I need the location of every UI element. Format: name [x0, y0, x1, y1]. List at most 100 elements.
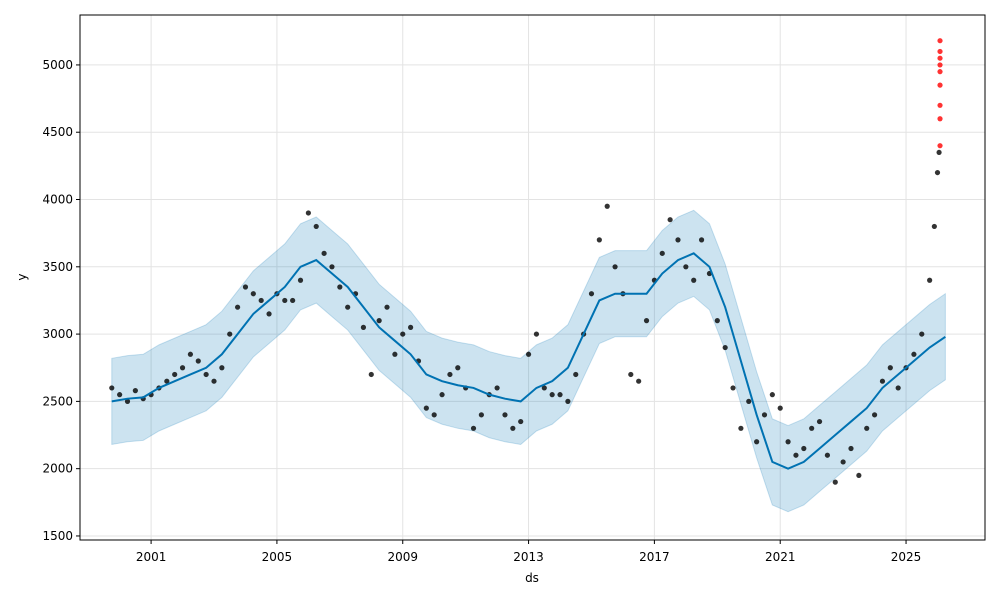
data-point [494, 385, 500, 391]
data-point [761, 412, 768, 418]
data-point [172, 371, 178, 378]
data-point [714, 318, 720, 324]
data-point [124, 398, 131, 404]
data-point [937, 62, 943, 68]
data-point [612, 264, 618, 270]
data-point [250, 291, 256, 297]
x-tick-label: 2017 [639, 550, 670, 564]
data-point [919, 331, 925, 337]
data-point [937, 82, 943, 88]
x-tick-label: 2013 [513, 550, 544, 564]
data-point [423, 405, 429, 411]
data-point [368, 371, 374, 378]
data-point [164, 378, 170, 384]
data-point [636, 378, 642, 384]
data-point [777, 405, 783, 411]
data-point [848, 445, 854, 452]
y-tick-label: 4500 [42, 125, 73, 139]
data-point [297, 277, 304, 283]
data-point [470, 425, 477, 431]
uncertainty-band [111, 209, 946, 513]
data-point [195, 358, 201, 364]
data-point [911, 351, 917, 357]
data-point [227, 331, 233, 337]
data-point [809, 425, 815, 431]
data-point [321, 250, 327, 256]
data-point [864, 425, 870, 431]
data-point [816, 418, 823, 425]
data-point [313, 223, 319, 230]
data-point [698, 237, 705, 243]
data-point [573, 371, 579, 378]
y-tick-label: 3500 [42, 260, 73, 274]
data-point [746, 398, 752, 404]
x-tick-label: 2005 [262, 550, 293, 564]
data-point [937, 55, 943, 61]
data-point [754, 439, 760, 445]
data-point [400, 331, 406, 337]
y-tick-label: 4000 [42, 193, 73, 207]
data-point [937, 102, 943, 108]
data-point [934, 169, 941, 176]
data-point [203, 371, 209, 378]
data-point [541, 385, 547, 391]
data-point [408, 324, 414, 330]
data-point [258, 297, 264, 304]
data-point [927, 277, 933, 283]
data-point [132, 388, 138, 394]
data-point [871, 412, 878, 418]
x-tick-label: 2021 [765, 550, 796, 564]
data-point [931, 223, 937, 230]
data-point [769, 392, 775, 398]
data-point [502, 412, 508, 418]
data-point [345, 304, 351, 310]
data-point [376, 318, 382, 324]
data-point [305, 210, 311, 216]
data-point [557, 392, 563, 398]
data-point [510, 425, 516, 431]
data-point [683, 264, 689, 270]
data-point [384, 304, 390, 310]
forecast-line [111, 252, 946, 470]
data-point [659, 250, 665, 256]
data-point [211, 378, 217, 384]
data-point [282, 297, 288, 304]
data-point [266, 311, 272, 317]
data-point [518, 418, 524, 425]
data-point [290, 297, 296, 304]
plot-frame [79, 14, 986, 541]
data-point [604, 203, 610, 209]
data-point [730, 385, 736, 391]
y-tick-label: 5000 [42, 58, 73, 72]
x-axis-label: ds [525, 571, 539, 585]
data-point [392, 351, 398, 357]
data-point [447, 371, 453, 378]
data-point [856, 472, 862, 479]
data-point [801, 445, 807, 452]
data-point [824, 452, 831, 458]
data-point [937, 116, 943, 122]
data-point [793, 452, 799, 458]
data-point [937, 38, 943, 44]
data-point [179, 365, 186, 371]
data-point [478, 412, 484, 418]
data-point [832, 479, 838, 485]
data-point [596, 237, 602, 243]
data-point [937, 143, 943, 149]
x-tick-label: 2025 [891, 550, 922, 564]
data-point [565, 398, 571, 404]
data-point [431, 412, 437, 418]
data-point [337, 284, 343, 290]
data-point [840, 459, 846, 465]
data-point [722, 344, 728, 351]
data-point [187, 351, 194, 357]
data-point [785, 439, 791, 445]
data-point [549, 392, 555, 398]
data-point [691, 277, 697, 283]
data-point [360, 324, 367, 330]
y-tick-label: 3000 [42, 327, 73, 341]
data-point [588, 291, 595, 297]
data-point [533, 331, 540, 337]
data-point [643, 318, 650, 324]
